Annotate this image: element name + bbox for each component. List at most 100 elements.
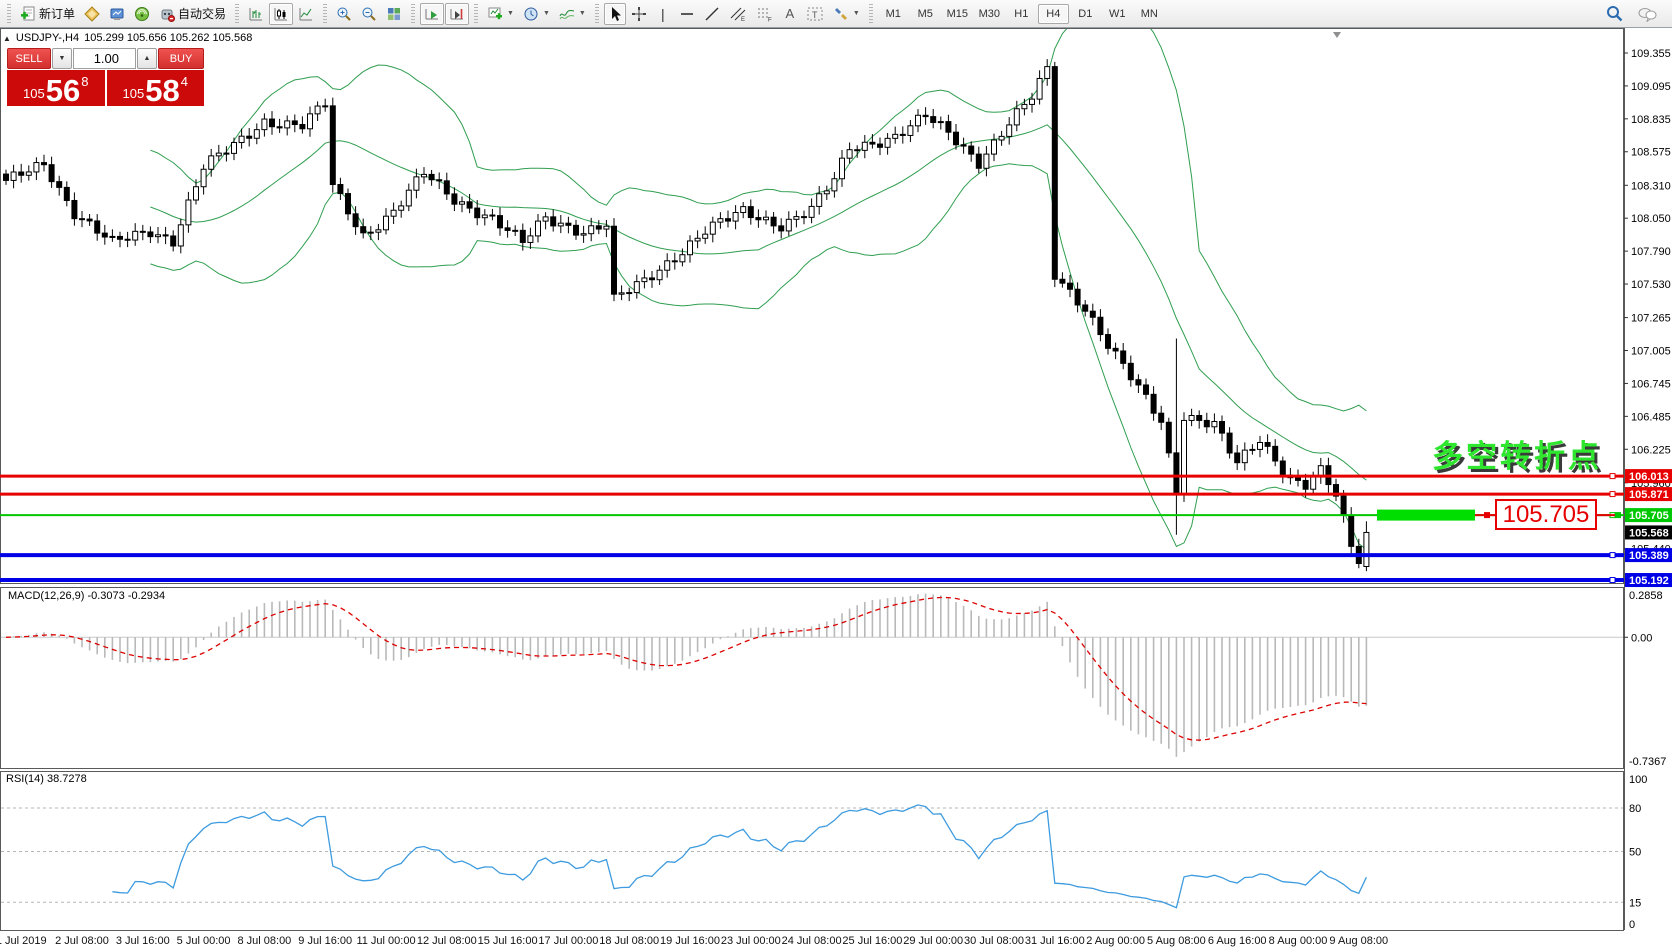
fibonacci-tool-button[interactable]: F (752, 3, 778, 25)
svg-text:15: 15 (1629, 897, 1641, 909)
chart-canvas[interactable]: 109.355 109.095 108.835 108.575 108.310 108.0… (0, 28, 1672, 951)
new-chart-button[interactable]: ▼ (483, 3, 518, 25)
vertical-line-tool-button[interactable]: | (652, 3, 674, 25)
svg-text:17 Jul 00:00: 17 Jul 00:00 (538, 935, 598, 947)
line-chart-button[interactable] (294, 3, 318, 25)
text-tool-button[interactable]: A (779, 3, 801, 25)
profiles-icon (524, 7, 538, 20)
svg-text:80: 80 (1629, 803, 1641, 815)
svg-text:E: E (741, 17, 745, 22)
svg-text:106.225: 106.225 (1631, 444, 1671, 456)
svg-text:2 Aug 00:00: 2 Aug 00:00 (1086, 935, 1145, 947)
svg-text:29 Jul 00:00: 29 Jul 00:00 (903, 935, 963, 947)
indicators-button[interactable]: ▼ (555, 3, 590, 25)
chevron-down-icon: ▼ (507, 10, 514, 17)
chart-shift-button[interactable] (445, 2, 470, 25)
tile-windows-button[interactable] (382, 3, 406, 25)
candlesticks (3, 59, 1370, 572)
autotrade-label: 自动交易 (178, 7, 227, 21)
line-handle[interactable] (1609, 491, 1616, 498)
symbol-ohlc-line: ▲ USDJPY-,H4 105.299 105.656 105.262 105… (3, 32, 252, 44)
channel-tool-button[interactable]: E (725, 3, 751, 25)
market-watch-icon (110, 8, 124, 20)
profiles-button[interactable]: ▼ (519, 3, 554, 25)
bar-chart-button[interactable] (244, 3, 268, 25)
line-handle[interactable] (1609, 473, 1616, 480)
cursor-tool-button[interactable] (603, 2, 626, 25)
volume-up-button[interactable]: ▲ (137, 48, 157, 69)
zoom-in-button[interactable] (332, 3, 356, 25)
text-label-tool-button[interactable]: T (802, 3, 828, 25)
pivot-price-callout[interactable]: 105.705 (1495, 499, 1597, 530)
toolbar-grip (235, 3, 240, 24)
tf-m1-button[interactable]: M1 (885, 7, 901, 20)
one-click-trade-panel: SELL ▼ 1.00 ▲ BUY 105 56 8 105 58 4 (7, 48, 204, 106)
volume-input[interactable]: 1.00 (73, 48, 136, 69)
svg-text:6 Aug 16:00: 6 Aug 16:00 (1208, 935, 1267, 947)
buy-price-button[interactable]: 105 58 4 (106, 70, 204, 106)
vertical-line-icon: | (661, 5, 665, 22)
tf-d1-button[interactable]: D1 (1078, 7, 1093, 20)
tf-mn-button[interactable]: MN (1140, 7, 1158, 20)
arrows-icon (834, 7, 847, 20)
svg-text:107.005: 107.005 (1631, 346, 1671, 358)
svg-text:9 Jul 16:00: 9 Jul 16:00 (298, 935, 352, 947)
tf-h1-button[interactable]: H1 (1014, 7, 1029, 20)
svg-text:11 Jul 00:00: 11 Jul 00:00 (356, 935, 415, 947)
metaeditor-button[interactable] (80, 3, 104, 25)
market-watch-button[interactable] (105, 3, 129, 25)
svg-text:108.575: 108.575 (1631, 147, 1671, 159)
chart-shift-icon (450, 8, 464, 19)
svg-text:108.835: 108.835 (1631, 114, 1671, 126)
bar-chart-icon (249, 7, 263, 20)
buy-button[interactable]: BUY (158, 48, 204, 69)
svg-text:105.192: 105.192 (1629, 575, 1669, 587)
autotrade-button[interactable]: 自动交易 (155, 3, 230, 25)
arrows-tool-button[interactable]: ▼ (829, 3, 864, 25)
pivot-annotation-text[interactable]: 多空转折点 (1432, 439, 1602, 474)
tf-m5-button[interactable]: M5 (917, 7, 933, 20)
svg-text:5 Aug 08:00: 5 Aug 08:00 (1147, 935, 1206, 947)
tf-m15-button[interactable]: M15 (946, 7, 968, 20)
zoom-out-button[interactable] (357, 3, 381, 25)
candlestick-chart-button[interactable] (269, 2, 294, 25)
volume-down-button[interactable]: ▼ (52, 48, 72, 69)
svg-text:8 Aug 00:00: 8 Aug 00:00 (1269, 935, 1328, 947)
fibonacci-icon: F (757, 8, 772, 22)
toolbar-grip (474, 3, 479, 24)
chevron-down-icon: ▼ (852, 10, 860, 17)
toolbar-grip (7, 3, 11, 24)
svg-text:100: 100 (1629, 774, 1647, 786)
sell-price-button[interactable]: 105 56 8 (7, 70, 105, 106)
chart-window[interactable]: 109.355 109.095 108.835 108.575 108.310 108.0… (0, 28, 1672, 951)
trendline-tool-button[interactable] (700, 3, 724, 25)
channel-icon: E (730, 7, 746, 22)
auto-scroll-button[interactable] (420, 2, 445, 25)
line-handle[interactable] (1609, 552, 1616, 559)
tf-h4-button[interactable]: H4 (1037, 3, 1069, 24)
line-handle[interactable] (1609, 577, 1616, 584)
tf-w1-button[interactable]: W1 (1109, 7, 1126, 20)
navigator-button[interactable] (130, 3, 154, 25)
crosshair-tool-button[interactable] (627, 3, 651, 25)
zoom-out-icon (362, 7, 376, 21)
svg-text:9 Aug 08:00: 9 Aug 08:00 (1329, 935, 1388, 947)
buy-price-point: 4 (180, 74, 188, 89)
new-order-button[interactable]: 新订单 (16, 3, 79, 25)
search-button[interactable] (1602, 3, 1627, 25)
svg-text:19 Jul 16:00: 19 Jul 16:00 (660, 935, 720, 947)
text-label-icon: T (807, 7, 823, 20)
pivot-highlight-bar[interactable] (1377, 509, 1475, 521)
tf-m30-button[interactable]: M30 (978, 7, 1000, 20)
svg-text:108.310: 108.310 (1631, 180, 1671, 192)
svg-text:107.530: 107.530 (1631, 279, 1671, 291)
main-toolbar: 新订单 自动交易 (0, 0, 1672, 28)
trendline-icon (705, 7, 719, 20)
sell-price-base: 105 (23, 86, 45, 101)
horizontal-line-tool-button[interactable] (675, 3, 699, 25)
collapse-panel-icon[interactable]: ▲ (3, 33, 11, 43)
sell-button[interactable]: SELL (7, 48, 51, 69)
search-icon (1607, 6, 1623, 22)
chat-button[interactable] (1633, 3, 1661, 25)
pane-borders (0, 28, 1625, 931)
